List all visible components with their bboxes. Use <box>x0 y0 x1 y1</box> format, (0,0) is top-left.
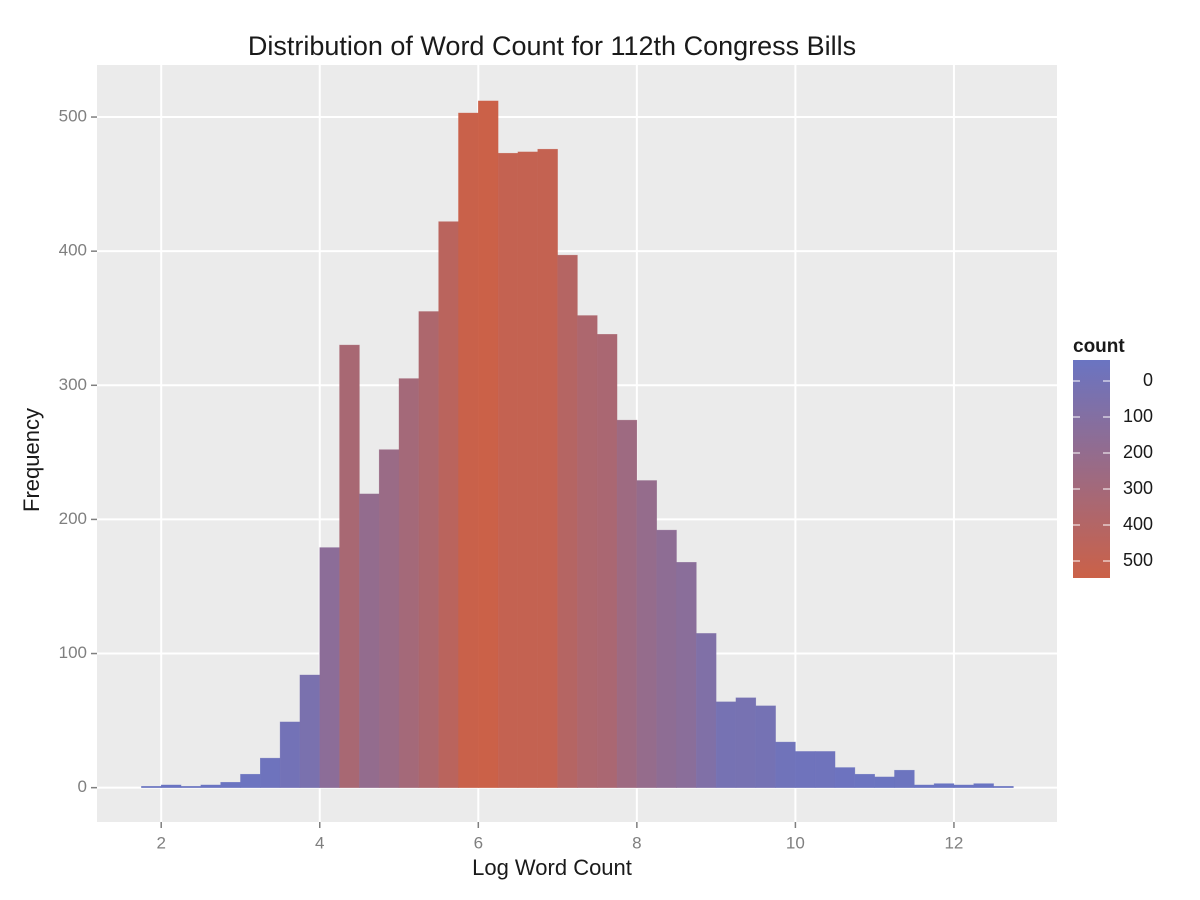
bar <box>854 773 875 788</box>
x-tick-label: 8 <box>632 833 641 852</box>
bar <box>359 493 380 788</box>
y-tick-label: 200 <box>59 509 87 528</box>
bar <box>458 112 479 788</box>
bar <box>260 757 281 788</box>
bar <box>319 547 340 788</box>
y-tick-label: 100 <box>59 643 87 662</box>
bar <box>557 254 578 788</box>
bar <box>894 769 915 788</box>
bar <box>378 449 400 788</box>
bar <box>933 783 955 788</box>
bar <box>180 786 202 788</box>
x-tick-label: 6 <box>474 833 483 852</box>
x-tick-label: 4 <box>315 833 324 852</box>
bar <box>141 786 162 788</box>
bar <box>339 344 360 788</box>
y-tick-label: 400 <box>59 241 87 260</box>
legend-label: 200 <box>1123 442 1153 462</box>
bar <box>914 784 935 788</box>
y-tick-label: 0 <box>78 777 87 796</box>
bar <box>834 767 856 788</box>
bar <box>240 773 261 788</box>
legend-label: 100 <box>1123 406 1153 426</box>
y-tick-label: 500 <box>59 107 87 126</box>
bar <box>636 480 657 788</box>
bar <box>160 784 182 788</box>
bar <box>775 741 796 788</box>
bar <box>497 152 519 788</box>
bar <box>755 705 776 788</box>
y-tick-label: 300 <box>59 375 87 394</box>
bar <box>438 221 459 788</box>
bar <box>676 562 697 788</box>
legend-label: 500 <box>1123 550 1153 570</box>
y-axis-label: Frequency <box>19 408 44 512</box>
bar <box>537 148 558 788</box>
bar <box>596 334 618 788</box>
bar <box>299 674 321 788</box>
x-tick-label: 10 <box>786 833 805 852</box>
bar <box>200 784 221 788</box>
bar <box>953 784 975 788</box>
bar <box>616 419 638 788</box>
legend-label: 400 <box>1123 514 1153 534</box>
bar <box>220 781 241 788</box>
bar <box>696 633 717 788</box>
bar <box>656 529 677 788</box>
x-tick-label: 12 <box>944 833 963 852</box>
chart-title: Distribution of Word Count for 112th Con… <box>248 31 856 61</box>
bar <box>814 751 836 788</box>
legend-title: count <box>1073 336 1125 357</box>
bar <box>874 776 895 788</box>
legend-label: 300 <box>1123 478 1153 498</box>
legend-label: 0 <box>1143 370 1153 390</box>
bar <box>973 783 994 788</box>
x-tick-label: 2 <box>156 833 165 852</box>
bar <box>735 697 757 788</box>
bar <box>478 100 499 788</box>
bar <box>398 378 420 788</box>
x-axis-label: Log Word Count <box>472 855 632 880</box>
bar <box>517 151 539 788</box>
legend-colorbar <box>1073 360 1110 578</box>
bar <box>577 315 598 788</box>
bar <box>795 751 816 788</box>
bar <box>418 311 439 788</box>
bar <box>279 721 301 788</box>
bar <box>993 786 1014 788</box>
bar <box>715 701 737 788</box>
